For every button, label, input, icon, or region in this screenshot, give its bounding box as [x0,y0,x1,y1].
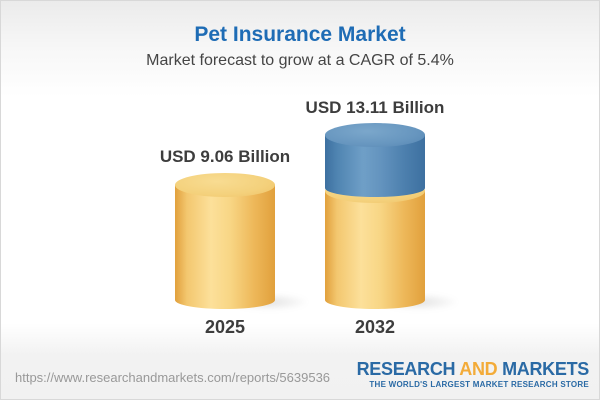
logo-wordmark: RESEARCH AND MARKETS [356,359,590,379]
value-label-2032: USD 13.11 Billion [305,98,445,117]
logo-word-and: AND [459,359,498,379]
x-axis-label-2025: 2025 [204,317,246,337]
page-subtitle: Market forecast to grow at a CAGR of 5.4… [146,52,454,69]
page-title: Pet Insurance Market [194,23,406,46]
x-axis-label-2032: 2032 [354,317,396,337]
value-label-2025: USD 9.06 Billion [159,147,291,166]
logo-word-research: RESEARCH [356,359,456,379]
logo-tagline: THE WORLD'S LARGEST MARKET RESEARCH STOR… [369,380,589,389]
research-and-markets-logo: RESEARCH AND MARKETS THE WORLD'S LARGEST… [356,359,590,389]
logo-word-markets: MARKETS [502,359,589,379]
bar-2025-cylinder-top [175,173,275,197]
report-url: https://www.researchandmarkets.com/repor… [15,370,331,385]
bar-2032-base-segment [325,191,425,309]
bar-2025-cylinder [175,185,275,309]
bar-2032-growth-segment-top [325,123,425,147]
